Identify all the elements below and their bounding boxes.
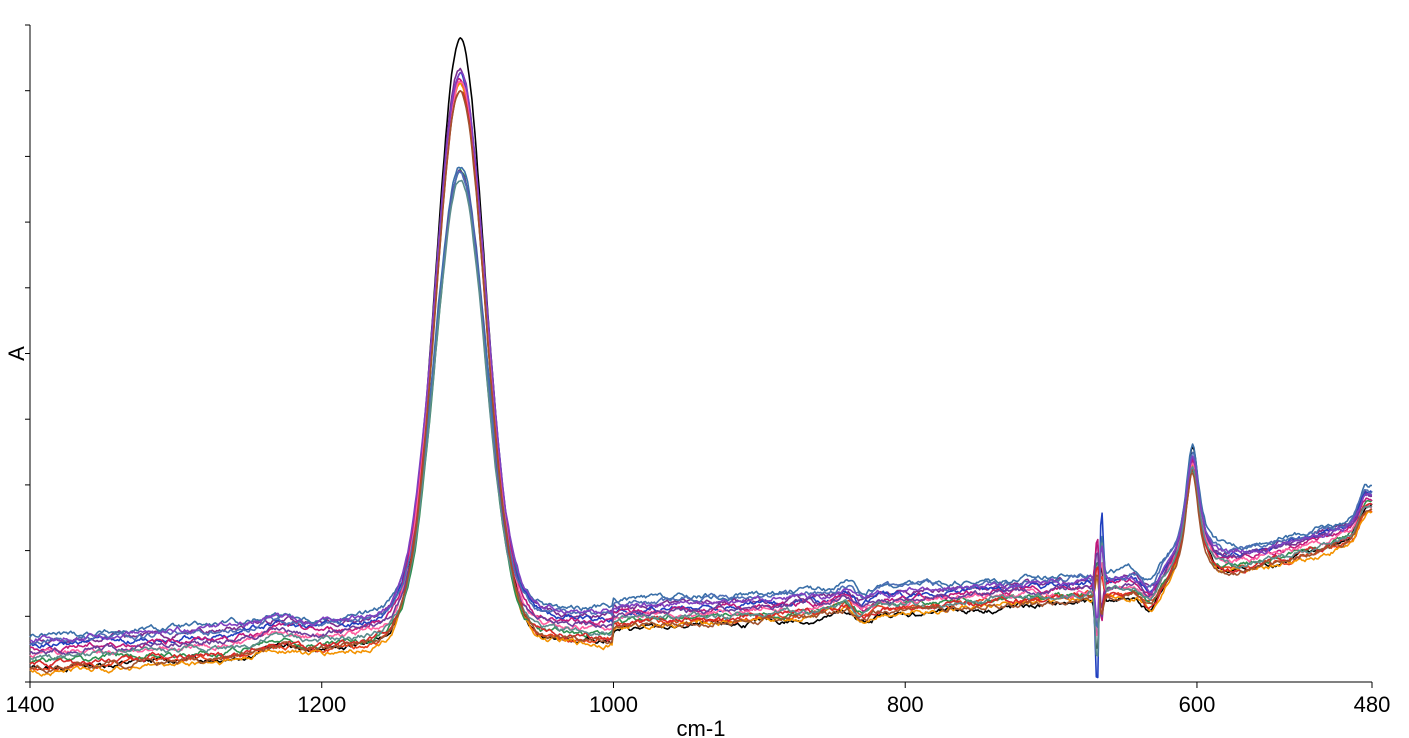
series-line-7 <box>29 166 1373 638</box>
series-line-3 <box>29 80 1373 671</box>
x-tick-label: 800 <box>887 692 924 717</box>
series-line-12 <box>29 90 1373 669</box>
series-line-13 <box>29 179 1373 661</box>
series-group <box>29 37 1373 679</box>
series-line-5 <box>29 71 1373 679</box>
x-tick-label: 1200 <box>297 692 346 717</box>
series-line-14 <box>29 89 1373 674</box>
x-axis: 1400 1200 1000 800 600 480 <box>6 681 1391 717</box>
series-line-4 <box>29 81 1373 677</box>
series-line-11 <box>29 170 1373 646</box>
x-tick-label: 480 <box>1354 692 1391 717</box>
series-line-10 <box>29 169 1373 656</box>
x-tick-label: 1400 <box>6 692 55 717</box>
series-line-6 <box>29 168 1373 664</box>
y-axis-label: A <box>4 346 29 361</box>
series-line-8 <box>30 77 1373 653</box>
y-axis <box>25 24 31 683</box>
series-line-15 <box>29 71 1373 643</box>
x-tick-label: 600 <box>1179 692 1216 717</box>
x-tick-label: 1000 <box>589 692 638 717</box>
x-axis-label: cm-1 <box>677 716 726 738</box>
